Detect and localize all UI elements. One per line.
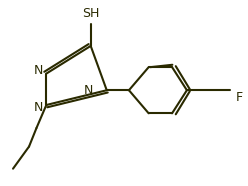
Text: F: F <box>236 91 243 104</box>
Text: SH: SH <box>82 7 99 20</box>
Text: N: N <box>34 64 44 77</box>
Text: N: N <box>84 84 93 97</box>
Text: N: N <box>34 101 44 114</box>
